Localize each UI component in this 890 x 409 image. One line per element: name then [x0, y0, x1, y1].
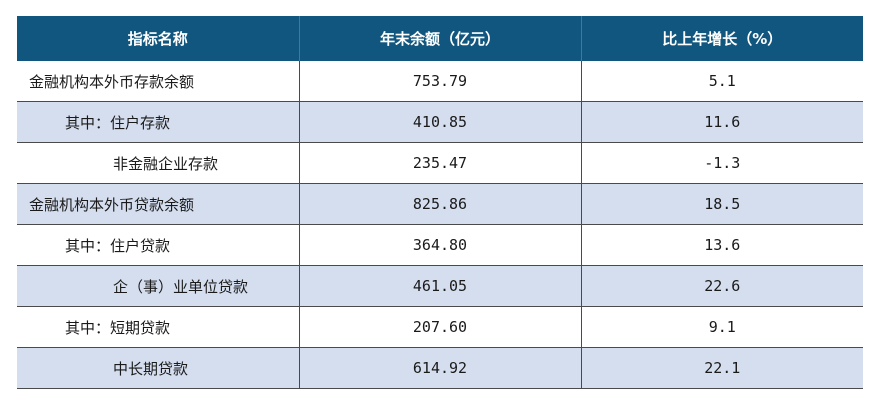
row-growth: 13.6	[581, 224, 863, 266]
row-balance: 461.05	[299, 265, 582, 307]
row-balance: 614.92	[299, 347, 582, 389]
row-balance: 825.86	[299, 183, 582, 225]
row-balance: 207.60	[299, 306, 582, 348]
header-indicator-name: 指标名称	[17, 16, 300, 61]
row-label: 其中：住户贷款	[17, 224, 300, 266]
table-row: 其中：短期贷款 207.60 9.1	[17, 306, 863, 348]
table-row: 金融机构本外币存款余额 753.79 5.1	[17, 61, 863, 102]
table-row: 其中：住户贷款 364.80 13.6	[17, 224, 863, 266]
header-year-end-balance: 年末余额（亿元）	[299, 16, 582, 61]
row-label: 金融机构本外币贷款余额	[17, 183, 300, 225]
table-row: 企（事）业单位贷款 461.05 22.6	[17, 265, 863, 307]
row-label: 非金融企业存款	[17, 142, 300, 184]
table-row: 其中：住户存款 410.85 11.6	[17, 101, 863, 143]
row-growth: 22.1	[581, 347, 863, 389]
row-label: 企（事）业单位贷款	[17, 265, 300, 307]
row-growth: 5.1	[581, 61, 863, 102]
row-balance: 753.79	[299, 61, 582, 102]
row-growth: 11.6	[581, 101, 863, 143]
row-growth: 9.1	[581, 306, 863, 348]
row-growth: -1.3	[581, 142, 863, 184]
table-row: 非金融企业存款 235.47 -1.3	[17, 142, 863, 184]
table-row: 金融机构本外币贷款余额 825.86 18.5	[17, 183, 863, 225]
table-row: 中长期贷款 614.92 22.1	[17, 347, 863, 389]
header-row: 指标名称 年末余额（亿元） 比上年增长（%）	[17, 16, 863, 61]
header-yoy-growth: 比上年增长（%）	[581, 16, 863, 61]
row-balance: 410.85	[299, 101, 582, 143]
statistics-table: 指标名称 年末余额（亿元） 比上年增长（%） 金融机构本外币存款余额 753.7…	[17, 16, 863, 389]
row-label: 金融机构本外币存款余额	[17, 61, 300, 102]
table-header: 指标名称 年末余额（亿元） 比上年增长（%）	[17, 16, 863, 61]
table-body: 金融机构本外币存款余额 753.79 5.1 其中：住户存款 410.85 11…	[17, 61, 863, 389]
row-label: 其中：住户存款	[17, 101, 300, 143]
row-growth: 22.6	[581, 265, 863, 307]
row-balance: 235.47	[299, 142, 582, 184]
row-label: 其中：短期贷款	[17, 306, 300, 348]
row-label: 中长期贷款	[17, 347, 300, 389]
row-balance: 364.80	[299, 224, 582, 266]
row-growth: 18.5	[581, 183, 863, 225]
